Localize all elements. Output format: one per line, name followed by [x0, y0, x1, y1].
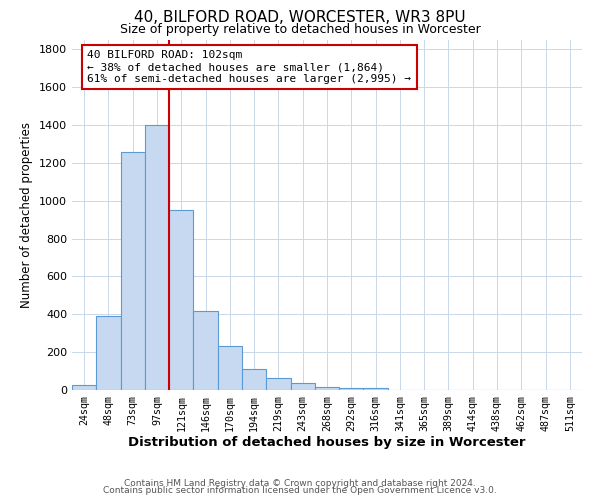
Bar [339, 388, 364, 390]
Bar [266, 378, 290, 390]
Bar [218, 346, 242, 390]
Bar [364, 388, 388, 390]
Bar [290, 384, 315, 390]
Bar [315, 387, 339, 390]
Bar [96, 316, 121, 390]
Text: Size of property relative to detached houses in Worcester: Size of property relative to detached ho… [119, 22, 481, 36]
Bar [145, 125, 169, 390]
Bar [193, 310, 218, 390]
Text: 40, BILFORD ROAD, WORCESTER, WR3 8PU: 40, BILFORD ROAD, WORCESTER, WR3 8PU [134, 10, 466, 25]
Bar [242, 369, 266, 390]
Bar [121, 152, 145, 390]
Text: 40 BILFORD ROAD: 102sqm
← 38% of detached houses are smaller (1,864)
61% of semi: 40 BILFORD ROAD: 102sqm ← 38% of detache… [88, 50, 412, 84]
Bar [72, 386, 96, 390]
Y-axis label: Number of detached properties: Number of detached properties [20, 122, 34, 308]
Text: Contains HM Land Registry data © Crown copyright and database right 2024.: Contains HM Land Registry data © Crown c… [124, 478, 476, 488]
Text: Contains public sector information licensed under the Open Government Licence v3: Contains public sector information licen… [103, 486, 497, 495]
Bar [169, 210, 193, 390]
X-axis label: Distribution of detached houses by size in Worcester: Distribution of detached houses by size … [128, 436, 526, 450]
